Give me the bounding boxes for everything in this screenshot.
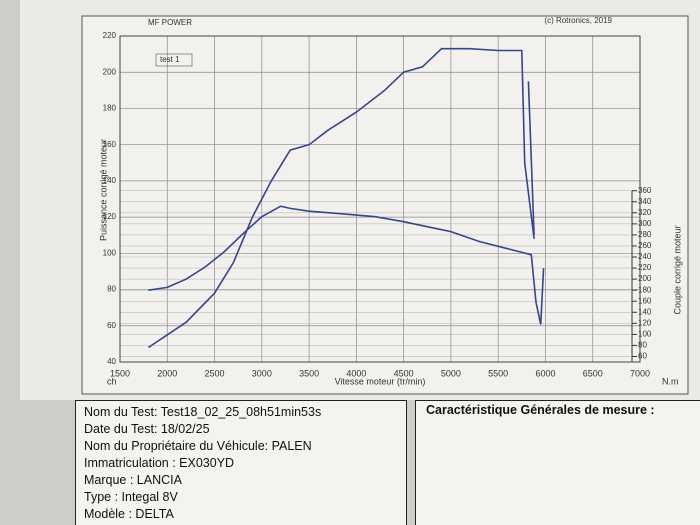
data-line xyxy=(147,47,535,349)
data-line xyxy=(148,205,545,325)
y-tick-label: 100 xyxy=(103,248,117,257)
y-tick-label: 80 xyxy=(107,285,116,294)
y2-tick-label: 280 xyxy=(638,230,652,239)
x-tick-label: 5000 xyxy=(441,368,461,378)
y2-tick-label: 180 xyxy=(638,285,652,294)
y2-tick-label: 140 xyxy=(638,307,652,316)
y2-tick-label: 340 xyxy=(638,197,652,206)
y-tick-label: 120 xyxy=(103,212,117,221)
y2-tick-label: 220 xyxy=(638,263,652,272)
x-tick-label: 2500 xyxy=(205,368,225,378)
y2-tick-label: 80 xyxy=(638,341,647,350)
y-tick-label: 220 xyxy=(103,31,117,40)
plot-border xyxy=(119,35,641,363)
test-info-box: Nom du Test: Test18_02_25_08h51min53s Dat… xyxy=(75,400,407,525)
x-tick-label: 4500 xyxy=(394,368,414,378)
x-tick-label: 5500 xyxy=(488,368,508,378)
info-line: Nom du Propriétaire du Véhicule: PALEN xyxy=(84,439,312,453)
x-tick-label: 6500 xyxy=(583,368,603,378)
x-tick-label: 3500 xyxy=(299,368,319,378)
y2-tick-label: 160 xyxy=(638,296,652,305)
y2-tick-label: 360 xyxy=(638,186,652,195)
legend-label: test 1 xyxy=(160,55,180,64)
info-line: Modèle : DELTA xyxy=(84,507,174,521)
y-tick-label: 60 xyxy=(107,321,116,330)
y2-tick-label: 260 xyxy=(638,241,652,250)
info-line: Immatriculation : EX030YD xyxy=(84,456,235,470)
chart: MF POWER (c) Rotronics, 2019 Vitesse mot… xyxy=(20,0,700,400)
y-tick-label: 200 xyxy=(103,67,117,76)
x-tick-label: 3000 xyxy=(252,368,272,378)
chart-frame xyxy=(81,15,689,395)
info-line: Nom du Test: Test18_02_25_08h51min53s xyxy=(84,405,322,419)
y-tick-label: 140 xyxy=(103,176,117,185)
y-tick-label: 160 xyxy=(103,140,117,149)
y2-tick-label: 120 xyxy=(638,318,652,327)
y2-unit: N.m xyxy=(662,376,679,386)
y2-tick-label: 60 xyxy=(638,352,647,361)
measure-box: Caractéristique Générales de mesure : xyxy=(415,400,700,525)
info-lines: Nom du Test: Test18_02_25_08h51min53s Dat… xyxy=(76,401,406,525)
y-unit: ch xyxy=(107,376,117,386)
x-tick-label: 4000 xyxy=(346,368,366,378)
x-tick-label: 2000 xyxy=(157,368,177,378)
y2-tick-label: 300 xyxy=(638,219,652,228)
y2-tick-label: 240 xyxy=(638,252,652,261)
x-axis-label: Vitesse moteur (tr/min) xyxy=(335,376,426,386)
y2-tick-label: 320 xyxy=(638,208,652,217)
y2-axis-label: Couple corrigé moteur xyxy=(672,225,682,314)
info-line: Date du Test: 18/02/25 xyxy=(84,422,210,436)
y2-tick-label: 100 xyxy=(638,329,652,338)
info-line: Type : Integal 8V xyxy=(84,490,178,504)
x-tick-label: 7000 xyxy=(630,368,650,378)
x-tick-label: 1500 xyxy=(110,368,130,378)
y2-tick-label: 200 xyxy=(638,274,652,283)
y-tick-label: 40 xyxy=(107,357,116,366)
measure-title: Caractéristique Générales de mesure : xyxy=(426,403,655,417)
info-line: Marque : LANCIA xyxy=(84,473,182,487)
y-axis-label: Puissance corrigé moteur xyxy=(98,139,108,241)
chart-title: MF POWER xyxy=(148,18,192,27)
x-tick-label: 6000 xyxy=(535,368,555,378)
y-tick-label: 180 xyxy=(103,104,117,113)
legend-box xyxy=(155,53,193,67)
copyright: (c) Rotronics, 2019 xyxy=(544,16,612,25)
